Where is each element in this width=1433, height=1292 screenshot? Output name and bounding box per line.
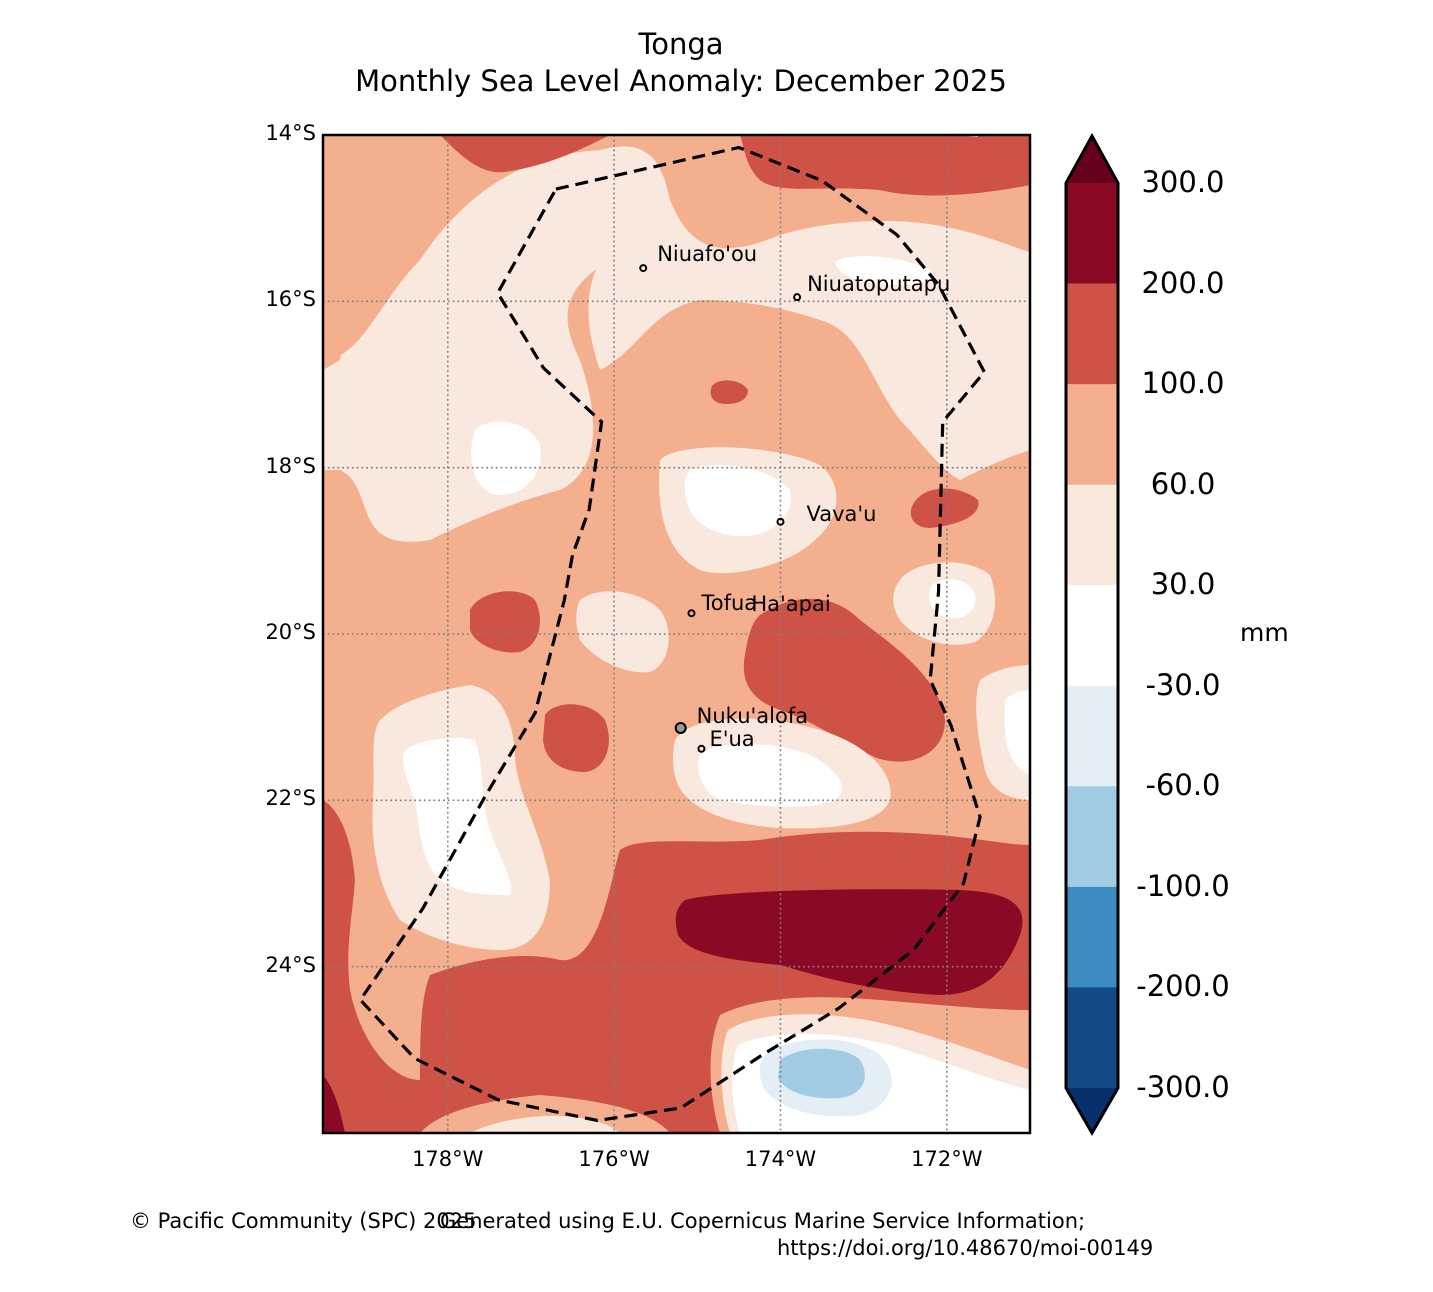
island-marker bbox=[793, 293, 802, 302]
contour-neutral-east-edge bbox=[1005, 690, 1030, 775]
lat-tick-label: 14°S bbox=[265, 121, 316, 145]
contour-30-60-south-edge bbox=[470, 1115, 620, 1133]
colorbar-bin bbox=[1066, 384, 1118, 486]
contour-100-200-top bbox=[323, 135, 1030, 196]
contour-neutral-east bbox=[929, 579, 976, 619]
colorbar-bin bbox=[1066, 987, 1118, 1089]
colorbar-extend-under bbox=[1066, 1088, 1118, 1133]
contour-neutral-vavau bbox=[684, 465, 791, 537]
contour-100-200-southwest-blob bbox=[543, 704, 609, 772]
place-label: Tofua bbox=[701, 591, 758, 616]
map-title: Tonga bbox=[638, 27, 724, 61]
place-label: E'ua bbox=[709, 726, 755, 751]
contour-60-100-west-edge bbox=[323, 300, 342, 370]
colorbar-bin bbox=[1066, 183, 1118, 285]
contour-neutral-nw bbox=[471, 421, 541, 495]
contour-neutral-southwest bbox=[403, 738, 511, 895]
place-label: Niuatoputapu bbox=[807, 272, 951, 297]
contour-layer bbox=[323, 135, 1030, 1133]
island-marker bbox=[776, 517, 785, 526]
colorbar-tick-label: -30.0 bbox=[1145, 667, 1221, 702]
colorbar-bin bbox=[1066, 685, 1118, 787]
place-label: Vava'u bbox=[806, 501, 877, 526]
colorbar-bin bbox=[1066, 283, 1118, 385]
island-marker bbox=[697, 744, 706, 753]
place-label: Nuku'alofa bbox=[696, 703, 809, 728]
map-subtitle: Monthly Sea Level Anomaly: December 2025 bbox=[355, 64, 1007, 98]
colorbar-bin bbox=[1066, 886, 1118, 988]
island-marker bbox=[674, 721, 687, 734]
colorbar-bin bbox=[1066, 585, 1118, 687]
contour-100-200-top-left bbox=[440, 135, 610, 173]
eez-boundary-layer bbox=[358, 145, 987, 1123]
place-label: Niuafo'ou bbox=[657, 242, 758, 267]
colorbar-tick-label: -60.0 bbox=[1145, 768, 1221, 803]
contour-30-60-tofua bbox=[576, 591, 669, 673]
colorbar-tick-label: 100.0 bbox=[1141, 366, 1225, 401]
place-label: Ha'apai bbox=[751, 592, 831, 617]
contour-neutral-north bbox=[835, 256, 934, 285]
lon-tick-label: 178°W bbox=[412, 1147, 484, 1171]
colorbar-bin bbox=[1066, 484, 1118, 586]
lat-tick-label: 18°S bbox=[265, 453, 316, 478]
lon-tick-label: 174°W bbox=[744, 1147, 817, 1171]
colorbar-tick-label: 200.0 bbox=[1141, 265, 1225, 300]
lon-tick-label: 172°W bbox=[911, 1147, 983, 1171]
contour-30-60-nw bbox=[323, 150, 637, 542]
lat-tick-label: 24°S bbox=[265, 952, 316, 977]
lat-tick-label: 22°S bbox=[265, 786, 316, 811]
colorbar-tick-label: 300.0 bbox=[1141, 165, 1225, 199]
lon-tick-label: 176°W bbox=[578, 1147, 650, 1171]
eez-boundary bbox=[358, 145, 987, 1123]
colorbar-tick-label: -100.0 bbox=[1136, 868, 1230, 903]
contour-60-100-south-edge bbox=[420, 1095, 670, 1133]
lat-tick-label: 16°S bbox=[265, 287, 316, 312]
contour-200-300-southwest-corner bbox=[323, 1075, 345, 1133]
gridlines bbox=[323, 135, 1030, 1133]
colorbar-tick-label: -200.0 bbox=[1136, 969, 1230, 1004]
colorbar-tick-label: -300.0 bbox=[1136, 1070, 1230, 1104]
contour-neutral-tongatapu bbox=[698, 743, 842, 807]
contour-100-200-west-blob bbox=[470, 591, 540, 653]
colorbar-bin bbox=[1066, 786, 1118, 888]
doi-link[interactable]: https://doi.org/10.48670/moi-00149 bbox=[777, 1236, 1154, 1260]
colorbar bbox=[1064, 132, 1120, 1136]
contour-30-60-north bbox=[588, 146, 1030, 480]
credit-text: Generated using E.U. Copernicus Marine S… bbox=[440, 1209, 1086, 1233]
contour-100-200-center-north bbox=[710, 380, 748, 404]
colorbar-extend-over bbox=[1066, 136, 1118, 183]
lat-tick-label: 20°S bbox=[265, 620, 316, 644]
contour-100-200-haapai bbox=[743, 598, 945, 762]
contour-200-300-south bbox=[675, 889, 1023, 995]
colorbar-outline bbox=[1064, 132, 1120, 1136]
colorbar-tick-label: 30.0 bbox=[1150, 567, 1216, 602]
contour-negative-60-100-eddy bbox=[778, 1048, 865, 1099]
island-marker bbox=[687, 609, 696, 618]
colorbar-unit-label: mm bbox=[1240, 618, 1289, 647]
island-markers bbox=[639, 264, 802, 753]
copyright-text: © Pacific Community (SPC) 2025 bbox=[130, 1209, 477, 1233]
island-marker bbox=[639, 264, 648, 273]
colorbar-tick-label: 60.0 bbox=[1150, 466, 1216, 501]
map-frame bbox=[321, 133, 1032, 1135]
contour-100-200-east bbox=[910, 488, 979, 528]
